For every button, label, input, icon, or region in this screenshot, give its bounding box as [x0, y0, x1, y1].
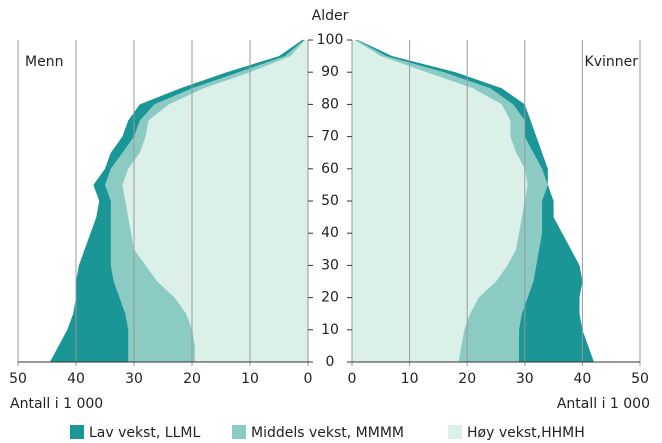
x-tick-label: 0 — [304, 371, 313, 387]
x-tick-label: 20 — [183, 371, 201, 387]
y-tick-label: 40 — [321, 225, 339, 241]
y-tick-label: 80 — [321, 96, 339, 112]
y-tick-label: 30 — [321, 257, 339, 273]
y-tick-label: 90 — [321, 64, 339, 80]
x-axis-label: Antall i 1 000 — [557, 396, 650, 412]
y-tick-label: 0 — [326, 354, 335, 370]
y-tick-label: 60 — [321, 161, 339, 177]
y-tick-label: 100 — [317, 32, 344, 48]
y-axis-label: Alder — [312, 8, 349, 24]
x-tick-label: 40 — [573, 371, 591, 387]
x-tick-label: 10 — [401, 371, 419, 387]
x-tick-label: 20 — [458, 371, 476, 387]
y-tick-label: 20 — [321, 290, 339, 306]
x-tick-label: 50 — [9, 371, 27, 387]
panel-label: Kvinner — [585, 54, 639, 70]
x-tick-label: 40 — [67, 371, 85, 387]
x-tick-label: 10 — [241, 371, 259, 387]
y-tick-label: 10 — [321, 322, 339, 338]
legend-label: Middels vekst, MMMM — [251, 425, 404, 441]
x-tick-label: 0 — [348, 371, 357, 387]
y-tick-label: 50 — [321, 193, 339, 209]
x-tick-label: 30 — [516, 371, 534, 387]
legend-swatch — [232, 425, 246, 439]
legend-swatch — [448, 425, 462, 439]
legend-swatch — [70, 425, 84, 439]
population-area — [352, 40, 528, 362]
legend-label: Høy vekst,HHMH — [467, 425, 585, 441]
legend-label: Lav vekst, LLML — [89, 425, 200, 441]
population-area — [122, 40, 309, 362]
x-tick-label: 50 — [631, 371, 649, 387]
x-tick-label: 30 — [125, 371, 143, 387]
x-axis-label: Antall i 1 000 — [10, 396, 103, 412]
panel-label: Menn — [25, 54, 63, 70]
y-tick-label: 70 — [321, 129, 339, 145]
